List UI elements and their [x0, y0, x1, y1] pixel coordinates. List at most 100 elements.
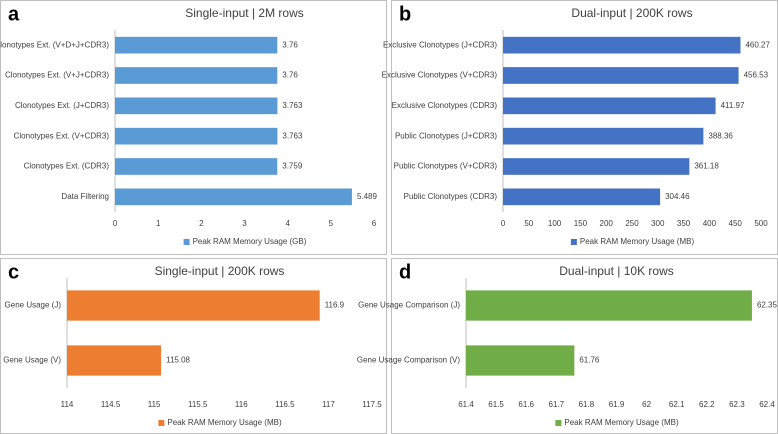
data-label: 5.489 [357, 192, 378, 201]
x-tick-label: 50 [524, 219, 533, 228]
x-tick-label: 500 [754, 219, 768, 228]
x-tick-label: 1 [156, 219, 161, 228]
bar [115, 188, 352, 206]
x-tick-label: 100 [548, 219, 562, 228]
y-tick-label: Exclusive Clonotypes (V+CDR3) [382, 71, 498, 80]
x-tick-label: 300 [651, 219, 665, 228]
data-label: 116.9 [325, 301, 345, 310]
x-tick-label: 62.4 [759, 400, 775, 409]
data-label: 61.76 [579, 356, 600, 365]
data-label: 3.759 [282, 162, 303, 171]
x-tick-label: 350 [677, 219, 691, 228]
x-tick-label: 62.3 [729, 400, 745, 409]
bar [466, 345, 575, 376]
x-tick-label: 6 [372, 219, 377, 228]
x-tick-label: 400 [703, 219, 717, 228]
x-tick-label: 450 [729, 219, 743, 228]
x-tick-label: 117.5 [362, 400, 382, 409]
x-tick-label: 61.6 [518, 400, 534, 409]
x-tick-label: 61.7 [549, 400, 565, 409]
bar [466, 290, 752, 321]
bar [115, 158, 278, 175]
panel: c Single-input | 200K rows 114 114.5 115 115.… [0, 258, 387, 434]
y-tick-label: Exclusive Clonotypes (J+CDR3) [383, 40, 497, 49]
y-tick-label: Gene Usage Comparison (V) [357, 356, 460, 365]
y-tick-label: Exclusive Clonotypes (CDR3) [392, 101, 498, 110]
x-tick-label: 61.4 [458, 400, 474, 409]
panel: a Single-input | 2M rows 0 1 2 3 4 5 6 Clonotypes… [0, 0, 387, 255]
bar [503, 97, 716, 115]
x-tick-label: 150 [574, 219, 588, 228]
chart-title: Dual-input | 200K rows [571, 6, 692, 20]
x-tick-label: 115 [148, 400, 161, 409]
chart-title: Single-input | 2M rows [185, 6, 304, 20]
data-label: 62.35 [757, 301, 778, 310]
bar [115, 127, 278, 145]
x-tick-label: 62 [642, 400, 651, 409]
panel-label: a [8, 3, 20, 25]
x-tick-label: 2 [199, 219, 204, 228]
y-tick-label: Public Clonotypes (J+CDR3) [395, 131, 497, 140]
y-tick-label: Clonotypes Ext. (V+CDR3) [14, 131, 110, 140]
x-tick-label: 61.9 [609, 400, 625, 409]
bar [115, 97, 278, 115]
x-tick-label: 62.2 [699, 400, 715, 409]
legend-swatch [570, 239, 577, 245]
bar [503, 67, 739, 84]
x-tick-label: 5 [329, 219, 334, 228]
data-label: 456.53 [744, 71, 769, 80]
legend-swatch [158, 420, 165, 426]
x-tick-label: 117 [322, 400, 335, 409]
bar [503, 127, 704, 145]
x-tick-label: 116 [235, 400, 248, 409]
x-tick-label: 61.5 [488, 400, 504, 409]
data-label: 3.76 [282, 40, 298, 49]
x-tick-label: 250 [625, 219, 639, 228]
data-label: 115.08 [166, 356, 190, 365]
data-label: 388.36 [708, 131, 733, 140]
y-tick-label: Data Filtering [61, 192, 109, 201]
bar [115, 36, 278, 54]
chart-title: Dual-input | 10K rows [559, 264, 674, 278]
panel-label: d [399, 261, 411, 283]
bar [503, 158, 690, 175]
x-tick-label: 62.1 [669, 400, 685, 409]
x-tick-label: 61.8 [579, 400, 595, 409]
data-label: 304.46 [665, 192, 690, 201]
data-label: 460.27 [745, 40, 770, 49]
data-label: 361.18 [694, 162, 719, 171]
bar [67, 290, 320, 321]
legend-label: Peak RAM Memory Usage (GB) [193, 237, 307, 246]
x-tick-label: 3 [242, 219, 247, 228]
y-tick-label: Clonotypes Ext. (CDR3) [24, 162, 110, 171]
panel-label: c [8, 261, 19, 283]
x-tick-label: 4 [285, 219, 290, 228]
bar [503, 36, 741, 54]
panel-frame [391, 258, 778, 434]
chart-title: Single-input | 200K rows [155, 264, 285, 278]
panel-label: b [399, 3, 411, 25]
y-tick-label: Clonotypes Ext. (V+J+CDR3) [5, 71, 109, 80]
x-tick-label: 115.5 [188, 400, 208, 409]
panel: b Dual-input | 200K rows 0 50 100 150 200 250 30… [382, 0, 778, 255]
legend-label: Peak RAM Memory Usage (MB) [580, 237, 695, 246]
legend-swatch [183, 239, 190, 245]
legend-label: Peak RAM Memory Usage (MB) [167, 418, 282, 427]
data-label: 3.763 [282, 101, 303, 110]
y-tick-label: Clonotypes Ext. (J+CDR3) [15, 101, 109, 110]
x-tick-label: 114 [61, 400, 74, 409]
bar [115, 67, 278, 84]
data-label: 3.763 [282, 131, 303, 140]
y-tick-label: Gene Usage (J) [5, 301, 62, 310]
y-tick-label: Gene Usage (V) [3, 356, 61, 365]
bar [67, 345, 162, 376]
y-tick-label: Public Clonotypes (V+CDR3) [394, 162, 498, 171]
legend-swatch [555, 420, 562, 426]
x-tick-label: 114.5 [101, 400, 121, 409]
panel-frame [0, 258, 387, 434]
x-tick-label: 0 [501, 219, 506, 228]
data-label: 411.97 [721, 101, 745, 110]
y-tick-label: Public Clonotypes (CDR3) [404, 192, 498, 201]
